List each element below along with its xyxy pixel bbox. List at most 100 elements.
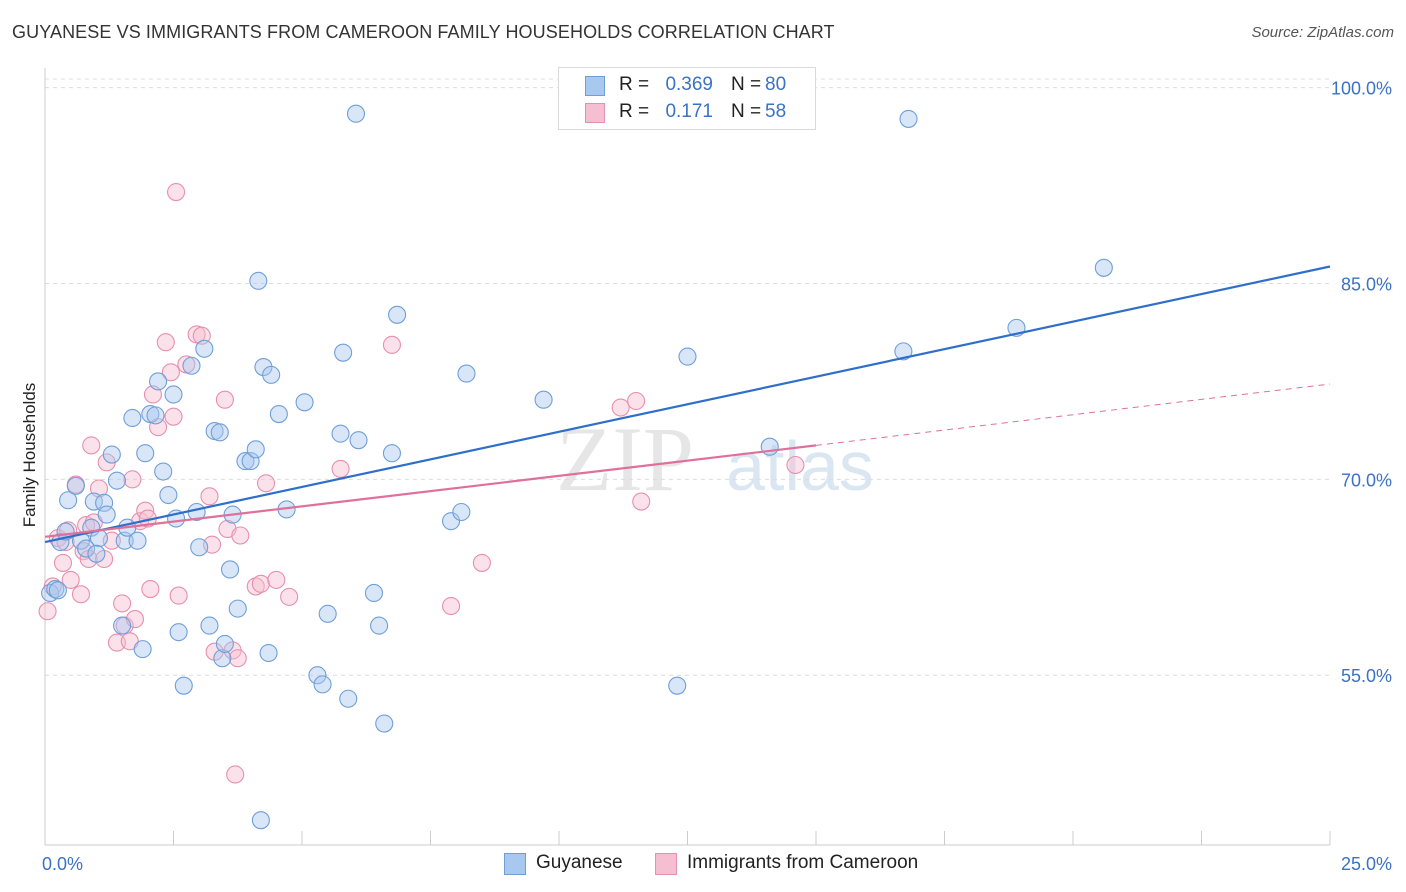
source-note: Source: ZipAtlas.com [1251, 24, 1394, 41]
stats-legend: R = 0.369 N = 80 R = 0.171 N = 58 [558, 67, 816, 130]
guyanese-point [228, 599, 247, 618]
n-label: N = [731, 101, 762, 122]
cameroon-point [228, 649, 247, 668]
cameroon-point [226, 765, 245, 784]
guyanese-point [899, 109, 918, 128]
guyanese-point [246, 440, 265, 459]
y-tick-label: 100.0% [1331, 79, 1392, 99]
cameroon-point [627, 391, 646, 411]
guyanese-swatch [585, 76, 605, 96]
cameroon-point [164, 407, 183, 426]
r-label: R = [619, 101, 650, 122]
guyanese-point [370, 616, 389, 635]
guyanese-point [213, 649, 232, 668]
cameroon-point [38, 602, 57, 621]
y-tick-label: 85.0% [1341, 274, 1392, 294]
guyanese-point [375, 714, 394, 733]
guyanese-point [102, 445, 121, 464]
cameroon-point [53, 553, 73, 572]
guyanese-point [210, 423, 229, 442]
guyanese-point [182, 356, 201, 375]
cameroon-point [256, 474, 276, 493]
guyanese-point [534, 390, 553, 409]
guyanese-point [349, 431, 368, 450]
cameroon-swatch [585, 103, 605, 123]
guyanese-point [97, 505, 116, 524]
guyanese-point [262, 365, 281, 384]
cameroon-point [123, 470, 142, 489]
cameroon-n-value: 58 [765, 101, 787, 122]
guyanese-point [146, 406, 165, 425]
guyanese-point [66, 476, 85, 495]
guyanese-point [48, 581, 67, 600]
guyanese-point [220, 560, 240, 579]
guyanese-point [107, 471, 127, 490]
cameroon-point [382, 335, 402, 354]
cameroon-point [251, 574, 270, 593]
cameroon-point [107, 633, 127, 652]
watermark: ZIP atlas [556, 408, 874, 510]
cameroon-r-value: 0.171 [665, 101, 713, 122]
gridlines [45, 78, 1330, 676]
guyanese-point [678, 347, 697, 366]
guyanese-point [388, 305, 407, 324]
guyanese-point [251, 811, 270, 830]
guyanese-point [249, 271, 268, 290]
guyanese-point [334, 343, 353, 362]
chart-title: GUYANESE VS IMMIGRANTS FROM CAMEROON FAM… [12, 22, 835, 42]
guyanese-point [339, 689, 358, 708]
guyanese-point [241, 452, 260, 471]
cameroon-legend-label: Immigrants from Cameroon [687, 852, 919, 873]
watermark-zip: ZIP [556, 408, 694, 510]
guyanese-point [254, 357, 273, 377]
cameroon-point [167, 183, 186, 202]
cameroon-point [267, 570, 286, 589]
trend-lines [44, 265, 1331, 544]
guyanese-r-value: 0.369 [665, 74, 713, 95]
guyanese-n-value: 80 [765, 74, 787, 95]
cameroon-trend-line [44, 444, 817, 538]
y-axis-label: Family Households [20, 382, 39, 528]
guyanese-point [259, 643, 278, 663]
guyanese-point [190, 538, 209, 557]
cameroon-point [472, 553, 491, 572]
guyanese-point [364, 583, 384, 603]
guyanese-point [113, 616, 132, 635]
cameroon-point [61, 570, 80, 589]
guyanese-point [149, 372, 168, 391]
n-label: N = [731, 74, 762, 95]
guyanese-point [195, 339, 214, 358]
guyanese-point [668, 676, 687, 695]
guyanese-point [200, 616, 219, 635]
guyanese-point [128, 531, 147, 550]
watermark-atlas: atlas [726, 427, 874, 505]
tick-labels: 55.0% 70.0% 85.0% 100.0% 0.0% 25.0% [42, 79, 1392, 874]
guyanese-legend-swatch [504, 853, 526, 875]
guyanese-point [133, 640, 152, 659]
guyanese-trend-line [44, 265, 1331, 544]
guyanese-legend-label: Guyanese [536, 852, 623, 873]
cameroon-trend-extension [815, 383, 1331, 446]
guyanese-point [95, 493, 114, 512]
axes [44, 68, 1331, 846]
cameroon-point [141, 579, 160, 599]
guyanese-point [154, 462, 173, 481]
cameroon-point [331, 459, 350, 478]
guyanese-point [169, 623, 188, 642]
cameroon-point [156, 333, 175, 352]
cameroon-point [215, 390, 234, 409]
guyanese-point [346, 104, 366, 123]
cameroon-point [280, 587, 299, 606]
data-points [38, 104, 1113, 830]
guyanese-point [457, 364, 476, 383]
cameroon-point [71, 585, 91, 604]
cameroon-point [632, 492, 651, 511]
x-tick-label: 0.0% [42, 854, 83, 874]
guyanese-point [313, 675, 332, 694]
guyanese-point [331, 424, 350, 443]
guyanese-point [308, 666, 327, 685]
guyanese-point [452, 502, 471, 522]
cameroon-point [161, 363, 180, 382]
cameroon-point [246, 577, 265, 596]
